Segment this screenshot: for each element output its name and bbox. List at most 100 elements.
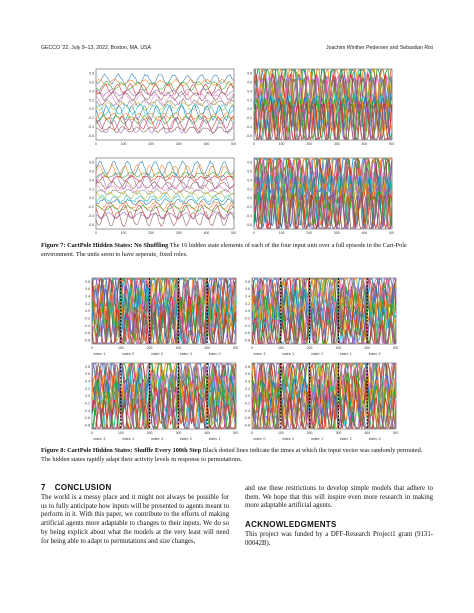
fig8-p2-ytick: -0.8: [244, 339, 250, 343]
fig8-p2-index-label: index: 1: [340, 352, 352, 356]
fig8-p1-ytick: 0.2: [85, 302, 90, 306]
fig7-p3-xtick: 300: [176, 231, 182, 235]
fig7-p3-series: [95, 200, 235, 210]
fig7-p1-series: [95, 90, 235, 102]
fig7-panel-1: 0.8 0.6 0.4 0.2 0.0 -0.2 -0.4 -0.6 0 100 200 300 400…: [84, 66, 236, 148]
fig8-p4-xtick: 500: [393, 431, 398, 435]
fig7-p3-series: [95, 184, 235, 193]
fig7-p1-ytick: 0.2: [89, 98, 94, 102]
fig8-p1-xtick: 100: [118, 346, 124, 350]
fig8-p4-ytick: 0.4: [245, 380, 250, 384]
fig8-p3-ytick: 0.2: [85, 387, 90, 391]
fig7-p4-ytick: -0.6: [246, 223, 252, 227]
fig8-p4-xtick: 0: [251, 431, 253, 435]
fig8-p4-index-label: index: 3: [369, 437, 381, 441]
fig8-p2-ytick: 0.6: [245, 287, 250, 291]
fig7-panel-2: 0.8 0.6 0.4 0.2 0.0 -0.2 -0.4 -0.6 0 100 200 300 400…: [242, 66, 394, 148]
fig7-p3-ytick: -0.4: [88, 214, 94, 218]
section-number: 7: [41, 483, 46, 492]
fig8-p1-ytick: -0.6: [84, 331, 90, 335]
fig7-p1-ytick: 0.4: [89, 89, 94, 93]
fig7-panel-3: 0.8 0.6 0.4 0.2 0.0 -0.2 -0.4 -0.6 0 100 200 300 400…: [84, 155, 236, 237]
fig7-p4-xtick: 100: [279, 231, 285, 235]
fig7-p1-series: [95, 78, 235, 87]
fig8-panel-3: 0.8 0.6 0.4 0.2 0.0 -0.2 -0.4 -0.6 -0.8 0 100 200 30…: [80, 360, 238, 442]
fig7-p1-xtick: 200: [148, 142, 154, 146]
fig8-p3-ytick: 0.8: [85, 365, 90, 369]
fig8-p3-ytick: -0.8: [84, 424, 90, 428]
fig7-p1-series: [95, 73, 235, 86]
fig8-p4-xtick: 200: [307, 431, 313, 435]
fig8-p4-series: [251, 390, 397, 430]
fig8-p3-series: [92, 383, 237, 429]
fig7-p2-ytick: 0.4: [247, 89, 252, 93]
fig7-p1-series: [95, 112, 235, 121]
fig8-p1-series: [91, 278, 237, 332]
fig7-p3-series: [95, 198, 235, 206]
fig8-p2-xtick: 300: [336, 346, 342, 350]
fig8-p4-index-label: index: 1: [311, 437, 323, 441]
fig8-p3-xtick: 500: [233, 431, 238, 435]
fig7-p4-ytick: 0.4: [247, 178, 252, 182]
fig7-p1-ytick: -0.2: [88, 116, 94, 120]
fig8-p2-ytick: 0.2: [245, 302, 250, 306]
fig8-p3-xtick: 200: [147, 431, 153, 435]
fig8-p2-index-label: index: 1: [282, 352, 294, 356]
fig7-p1-series: [95, 115, 235, 131]
fig8-p2-xtick: 200: [307, 346, 313, 350]
fig8-p4-ytick: 0.2: [245, 387, 250, 391]
fig8-p1-ytick: 0.4: [85, 295, 90, 299]
section-title: CONCLUSION: [54, 483, 112, 492]
fig7-p4-ytick: -0.4: [246, 214, 252, 218]
fig7-p4-series: [253, 194, 393, 229]
fig7-p3-xtick: 500: [231, 231, 236, 235]
fig7-p4-ytick: 0.6: [247, 170, 252, 174]
fig8-p4-xtick: 400: [364, 431, 370, 435]
fig7-p1-series: [95, 93, 234, 106]
fig7-p3-series: [95, 188, 235, 196]
fig7-p1-xtick: 0: [95, 142, 97, 146]
fig8-p4-index-label: index: 0: [254, 437, 266, 441]
fig7-p2-series: [253, 69, 393, 111]
fig7-p2-series: [253, 102, 393, 140]
fig8-p1-ytick: 0.6: [85, 287, 90, 291]
fig8-p4-ytick: -0.4: [244, 409, 250, 413]
fig7-p3-series: [95, 194, 235, 203]
fig8-p3-series: [91, 373, 237, 430]
fig7-p2-xtick: 300: [334, 142, 340, 146]
fig8-p4-ytick: -0.6: [244, 416, 250, 420]
fig8-p1-xtick: 200: [147, 346, 153, 350]
fig8-p4-ytick: -0.8: [244, 424, 250, 428]
fig8-p3-index-label: index: 2: [94, 437, 106, 441]
fig8-p4-ytick: 0.6: [245, 372, 250, 376]
fig8-p1-ytick: 0.8: [85, 280, 90, 284]
fig8-p1-ytick: -0.2: [84, 317, 90, 321]
fig8-p3-index-label: index: 1: [209, 437, 221, 441]
fig8-p3-ytick: -0.4: [84, 409, 90, 413]
fig8-p2-ytick: 0.4: [245, 295, 250, 299]
fig8-p2-ytick: -0.4: [244, 324, 250, 328]
fig8-p4-index-label: index: 2: [340, 437, 352, 441]
fig7-caption: Figure 7: CartPole Hidden States: No Shu…: [41, 242, 433, 259]
fig7-panel-4: 0.8 0.6 0.4 0.2 0.0 -0.2 -0.4 -0.6 0 100 200 300 400…: [242, 155, 394, 237]
fig8-p3-ytick: 0.6: [85, 372, 90, 376]
fig8-p2-xtick: 400: [364, 346, 370, 350]
fig7-p3-series: [95, 174, 235, 182]
fig7-p1-series: [95, 103, 235, 116]
fig8-panel-2: 0.8 0.6 0.4 0.2 0.0 -0.2 -0.4 -0.6 -0.8 0 100 200 30…: [240, 275, 398, 357]
fig7-p3-series: [95, 204, 235, 213]
fig7-p2-xtick: 100: [279, 142, 285, 146]
fig7-p1-xtick: 100: [121, 142, 127, 146]
fig8-p2-ytick: 0.8: [245, 280, 250, 284]
fig7-caption-text: The 16 hidden state elements of each of …: [41, 242, 407, 258]
fig7-p1-ytick: -0.6: [88, 134, 94, 138]
fig8-p1-ytick: -0.4: [84, 324, 90, 328]
fig8-p2-index-label: index: 2: [254, 352, 266, 356]
fig7-p1-xtick: 500: [231, 142, 236, 146]
fig8-p1-index-label: index: 0: [151, 352, 163, 356]
conclusion-paragraph-right: and use these restrictions to develop si…: [245, 485, 433, 510]
fig7-p3-xtick: 100: [121, 231, 127, 235]
fig8-p1-index-label: index: 1: [94, 352, 106, 356]
fig8-p3-ytick: -0.6: [84, 416, 90, 420]
fig7-p4-ytick: 0.2: [247, 187, 252, 191]
